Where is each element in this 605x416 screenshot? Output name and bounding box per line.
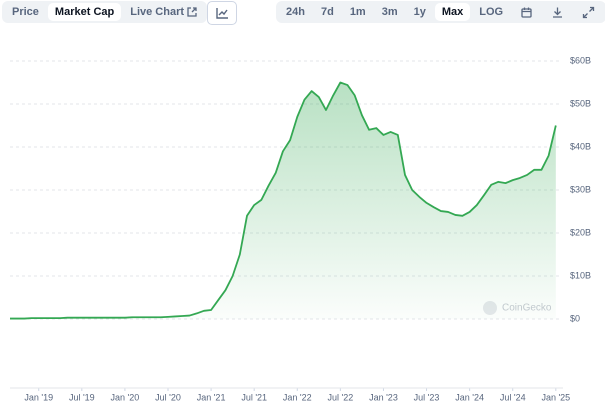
button-label: 3m <box>381 6 398 18</box>
button-label: 1m <box>349 6 366 18</box>
x-tick-label: Jul '19 <box>69 392 95 402</box>
area <box>10 82 556 319</box>
y-tick-label: $50B <box>570 98 591 108</box>
x-tick-label: Jan '20 <box>111 392 140 402</box>
watermark: CoinGecko <box>502 303 552 314</box>
button-label: 24h <box>286 6 305 18</box>
x-tick-label: Jul '21 <box>241 392 267 402</box>
y-tick-label: $20B <box>570 227 591 237</box>
button-label: Live Chart <box>130 6 185 18</box>
toolbar-button[interactable]: 7d <box>314 3 341 21</box>
x-tick-label: Jan '25 <box>541 392 570 402</box>
button-label: 7d <box>320 6 334 18</box>
line-icon <box>216 8 228 19</box>
toolbar-button[interactable]: LOG <box>472 3 510 21</box>
y-tick-label: $40B <box>570 141 591 151</box>
x-tick-label: Jan '21 <box>197 392 226 402</box>
button-label: Price <box>12 6 39 18</box>
tab-bar: Price Market Cap Live Chart <box>2 1 208 23</box>
toolbar-button[interactable]: 24h <box>279 3 312 21</box>
y-tick-label: $0 <box>570 313 580 323</box>
y-tick-label: $10B <box>570 270 591 280</box>
chart-style-button[interactable] <box>207 1 237 25</box>
external-icon <box>187 7 197 17</box>
line <box>10 81 557 320</box>
toolbar-button[interactable]: 1y <box>407 3 433 21</box>
download-button[interactable] <box>543 3 572 22</box>
toolbar-button[interactable]: 3m <box>375 3 405 21</box>
x-tick-label: Jan '22 <box>283 392 312 402</box>
range-bar: 24h 7d 1m 3m 1y Max LOG <box>276 1 605 23</box>
download-icon <box>553 7 563 18</box>
calendar-button[interactable] <box>512 3 541 22</box>
button-label: 1y <box>413 6 426 18</box>
x-tick-label: Jul '22 <box>327 392 353 402</box>
watermark-logo <box>483 301 497 315</box>
y-tick-label: $60B <box>570 55 591 65</box>
calendar-icon <box>521 7 532 18</box>
y-tick-label: $30B <box>570 184 591 194</box>
button-label: LOG <box>479 6 504 18</box>
x-tick-label: Jul '20 <box>155 392 181 402</box>
toolbar-button[interactable]: Price <box>5 3 46 21</box>
x-tick-label: Jan '19 <box>24 392 53 402</box>
toolbar-button[interactable]: 1m <box>343 3 373 21</box>
button-label: Market Cap <box>54 6 115 18</box>
x-tick-label: Jul '23 <box>414 392 440 402</box>
x-tick-label: Jan '23 <box>369 392 398 402</box>
toolbar-button[interactable]: Live Chart <box>123 3 204 21</box>
button-label: Max <box>441 6 464 18</box>
expand-button[interactable] <box>574 3 603 22</box>
toolbar-button[interactable]: Max <box>434 3 471 21</box>
expand-icon <box>582 6 595 18</box>
toolbar-button[interactable]: Market Cap <box>47 3 122 21</box>
x-tick-label: Jul '24 <box>500 392 526 402</box>
x-tick-label: Jan '24 <box>455 392 484 402</box>
